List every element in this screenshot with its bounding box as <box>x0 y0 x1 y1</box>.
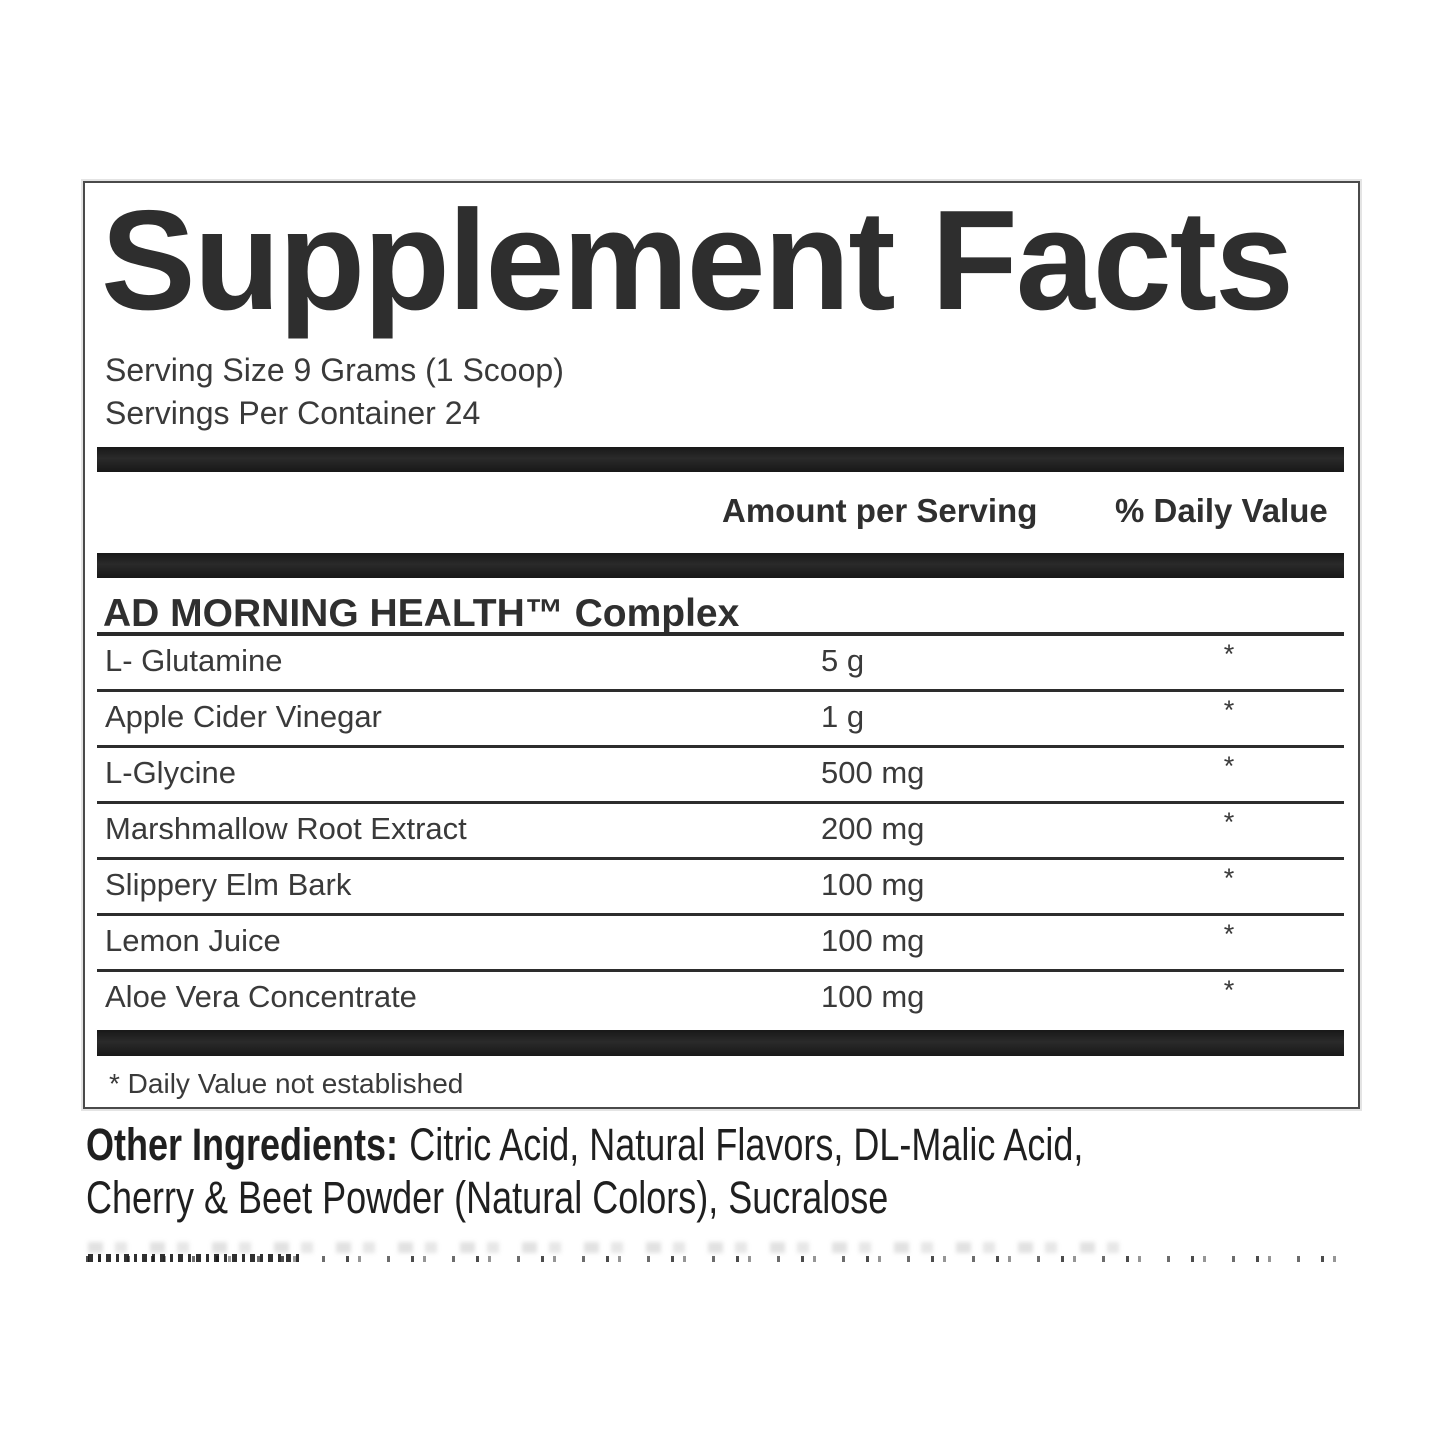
cutoff-text-letter-tops <box>86 1254 1344 1262</box>
table-row: Marshmallow Root Extract 200 mg * <box>97 804 1344 860</box>
daily-value-asterisk: * <box>1223 695 1235 725</box>
other-ingredients-section: Other Ingredients: Citric Acid, Natural F… <box>86 1118 1350 1224</box>
ingredient-amount: 100 mg <box>821 867 925 902</box>
other-ingredients-line1: Other Ingredients: Citric Acid, Natural F… <box>86 1118 1350 1171</box>
ingredient-amount: 100 mg <box>821 923 925 958</box>
ingredient-amount: 100 mg <box>821 979 925 1014</box>
table-row: Apple Cider Vinegar 1 g * <box>97 692 1344 748</box>
daily-value-asterisk: * <box>1223 975 1235 1005</box>
supplement-facts-panel: Supplement Facts Serving Size 9 Grams (1… <box>83 181 1360 1109</box>
daily-value-asterisk: * <box>1223 639 1235 669</box>
daily-value-footnote: * Daily Value not established <box>109 1068 464 1099</box>
daily-value-asterisk: * <box>1223 807 1235 837</box>
ingredient-amount: 200 mg <box>821 811 925 846</box>
ingredient-amount: 1 g <box>821 699 865 734</box>
ingredient-name: Apple Cider Vinegar <box>105 699 382 734</box>
serving-size-text: Serving Size 9 Grams (1 Scoop) <box>105 352 564 388</box>
ingredient-table: L- Glutamine 5 g * Apple Cider Vinegar 1… <box>97 632 1344 1028</box>
daily-value-header: % Daily Value <box>1115 492 1328 529</box>
ingredient-amount: 5 g <box>821 643 865 678</box>
cutoff-warning-text-remnant <box>86 1242 1344 1262</box>
table-row: L- Glutamine 5 g * <box>97 636 1344 692</box>
other-ingredients-text: Cherry & Beet Powder (Natural Colors), S… <box>86 1172 889 1223</box>
panel-title: Supplement Facts <box>101 181 1294 340</box>
other-ingredients-line2: Cherry & Beet Powder (Natural Colors), S… <box>86 1171 1350 1224</box>
ingredient-name: Slippery Elm Bark <box>105 867 352 902</box>
other-ingredients-text: Citric Acid, Natural Flavors, DL-Malic A… <box>409 1119 1084 1170</box>
servings-per-container-text: Servings Per Container 24 <box>105 395 481 431</box>
ingredient-amount: 500 mg <box>821 755 925 790</box>
ingredient-name: Lemon Juice <box>105 923 281 958</box>
other-ingredients-label: Other Ingredients: <box>86 1119 399 1170</box>
daily-value-asterisk: * <box>1223 919 1235 949</box>
ingredient-name: Aloe Vera Concentrate <box>105 979 417 1014</box>
cutoff-text-ghost <box>88 1242 1120 1253</box>
table-row: Slippery Elm Bark 100 mg * <box>97 860 1344 916</box>
divider-bar-middle <box>97 553 1344 578</box>
ingredient-name: L-Glycine <box>105 755 236 790</box>
table-row: Aloe Vera Concentrate 100 mg * <box>97 972 1344 1028</box>
table-row: L-Glycine 500 mg * <box>97 748 1344 804</box>
daily-value-asterisk: * <box>1223 863 1235 893</box>
divider-bar-bottom <box>97 1030 1344 1056</box>
ingredient-name: L- Glutamine <box>105 643 283 678</box>
ingredient-name: Marshmallow Root Extract <box>105 811 467 846</box>
divider-bar-top <box>97 447 1344 472</box>
amount-per-serving-header: Amount per Serving <box>722 492 1038 529</box>
complex-heading: AD MORNING HEALTH™ Complex <box>103 592 740 635</box>
daily-value-asterisk: * <box>1223 751 1235 781</box>
table-row: Lemon Juice 100 mg * <box>97 916 1344 972</box>
